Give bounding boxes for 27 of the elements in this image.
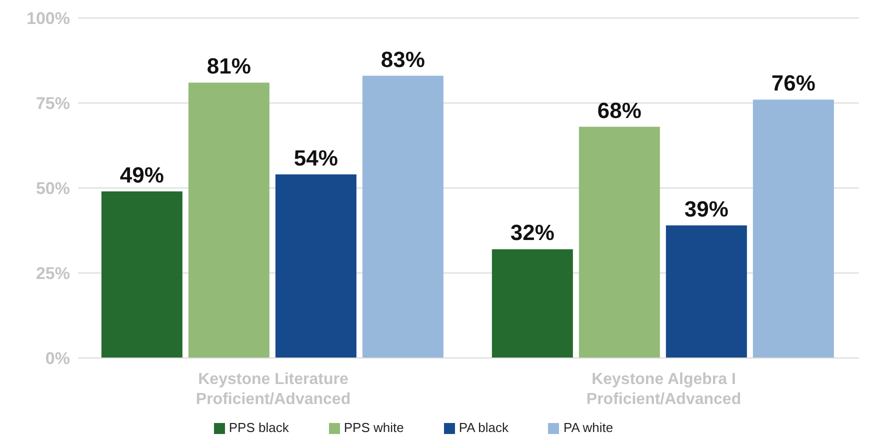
y-tick-label: 75% (36, 94, 70, 114)
bar (578, 126, 660, 358)
y-tick-label: 25% (36, 264, 70, 284)
data-label: 83% (380, 46, 425, 72)
bar (362, 76, 444, 358)
data-label: 81% (206, 54, 251, 79)
data-label: 76% (771, 70, 816, 96)
bar (752, 100, 834, 358)
data-label: 32% (510, 220, 554, 246)
legend-label: PPS white (344, 420, 404, 435)
y-tick-label: 0% (45, 349, 70, 368)
x-tick-label: Keystone Algebra I Proficient/Advanced (586, 371, 742, 408)
data-label: 39% (684, 196, 728, 222)
bar (666, 225, 747, 358)
bar (275, 174, 356, 358)
bar (492, 249, 573, 358)
legend-label: PA white (563, 420, 614, 435)
data-label: 54% (294, 145, 338, 170)
y-tick-label: 50% (36, 179, 70, 198)
legend-label: PA black (458, 420, 508, 435)
bar (101, 191, 182, 358)
data-label: 49% (120, 162, 164, 188)
legend-label: PPS black (228, 420, 289, 435)
data-label: 68% (597, 98, 642, 123)
x-tick-label: Keystone Literature Proficient/Advanced (196, 371, 351, 408)
y-tick-label: 100% (26, 9, 70, 28)
bar (188, 82, 270, 358)
